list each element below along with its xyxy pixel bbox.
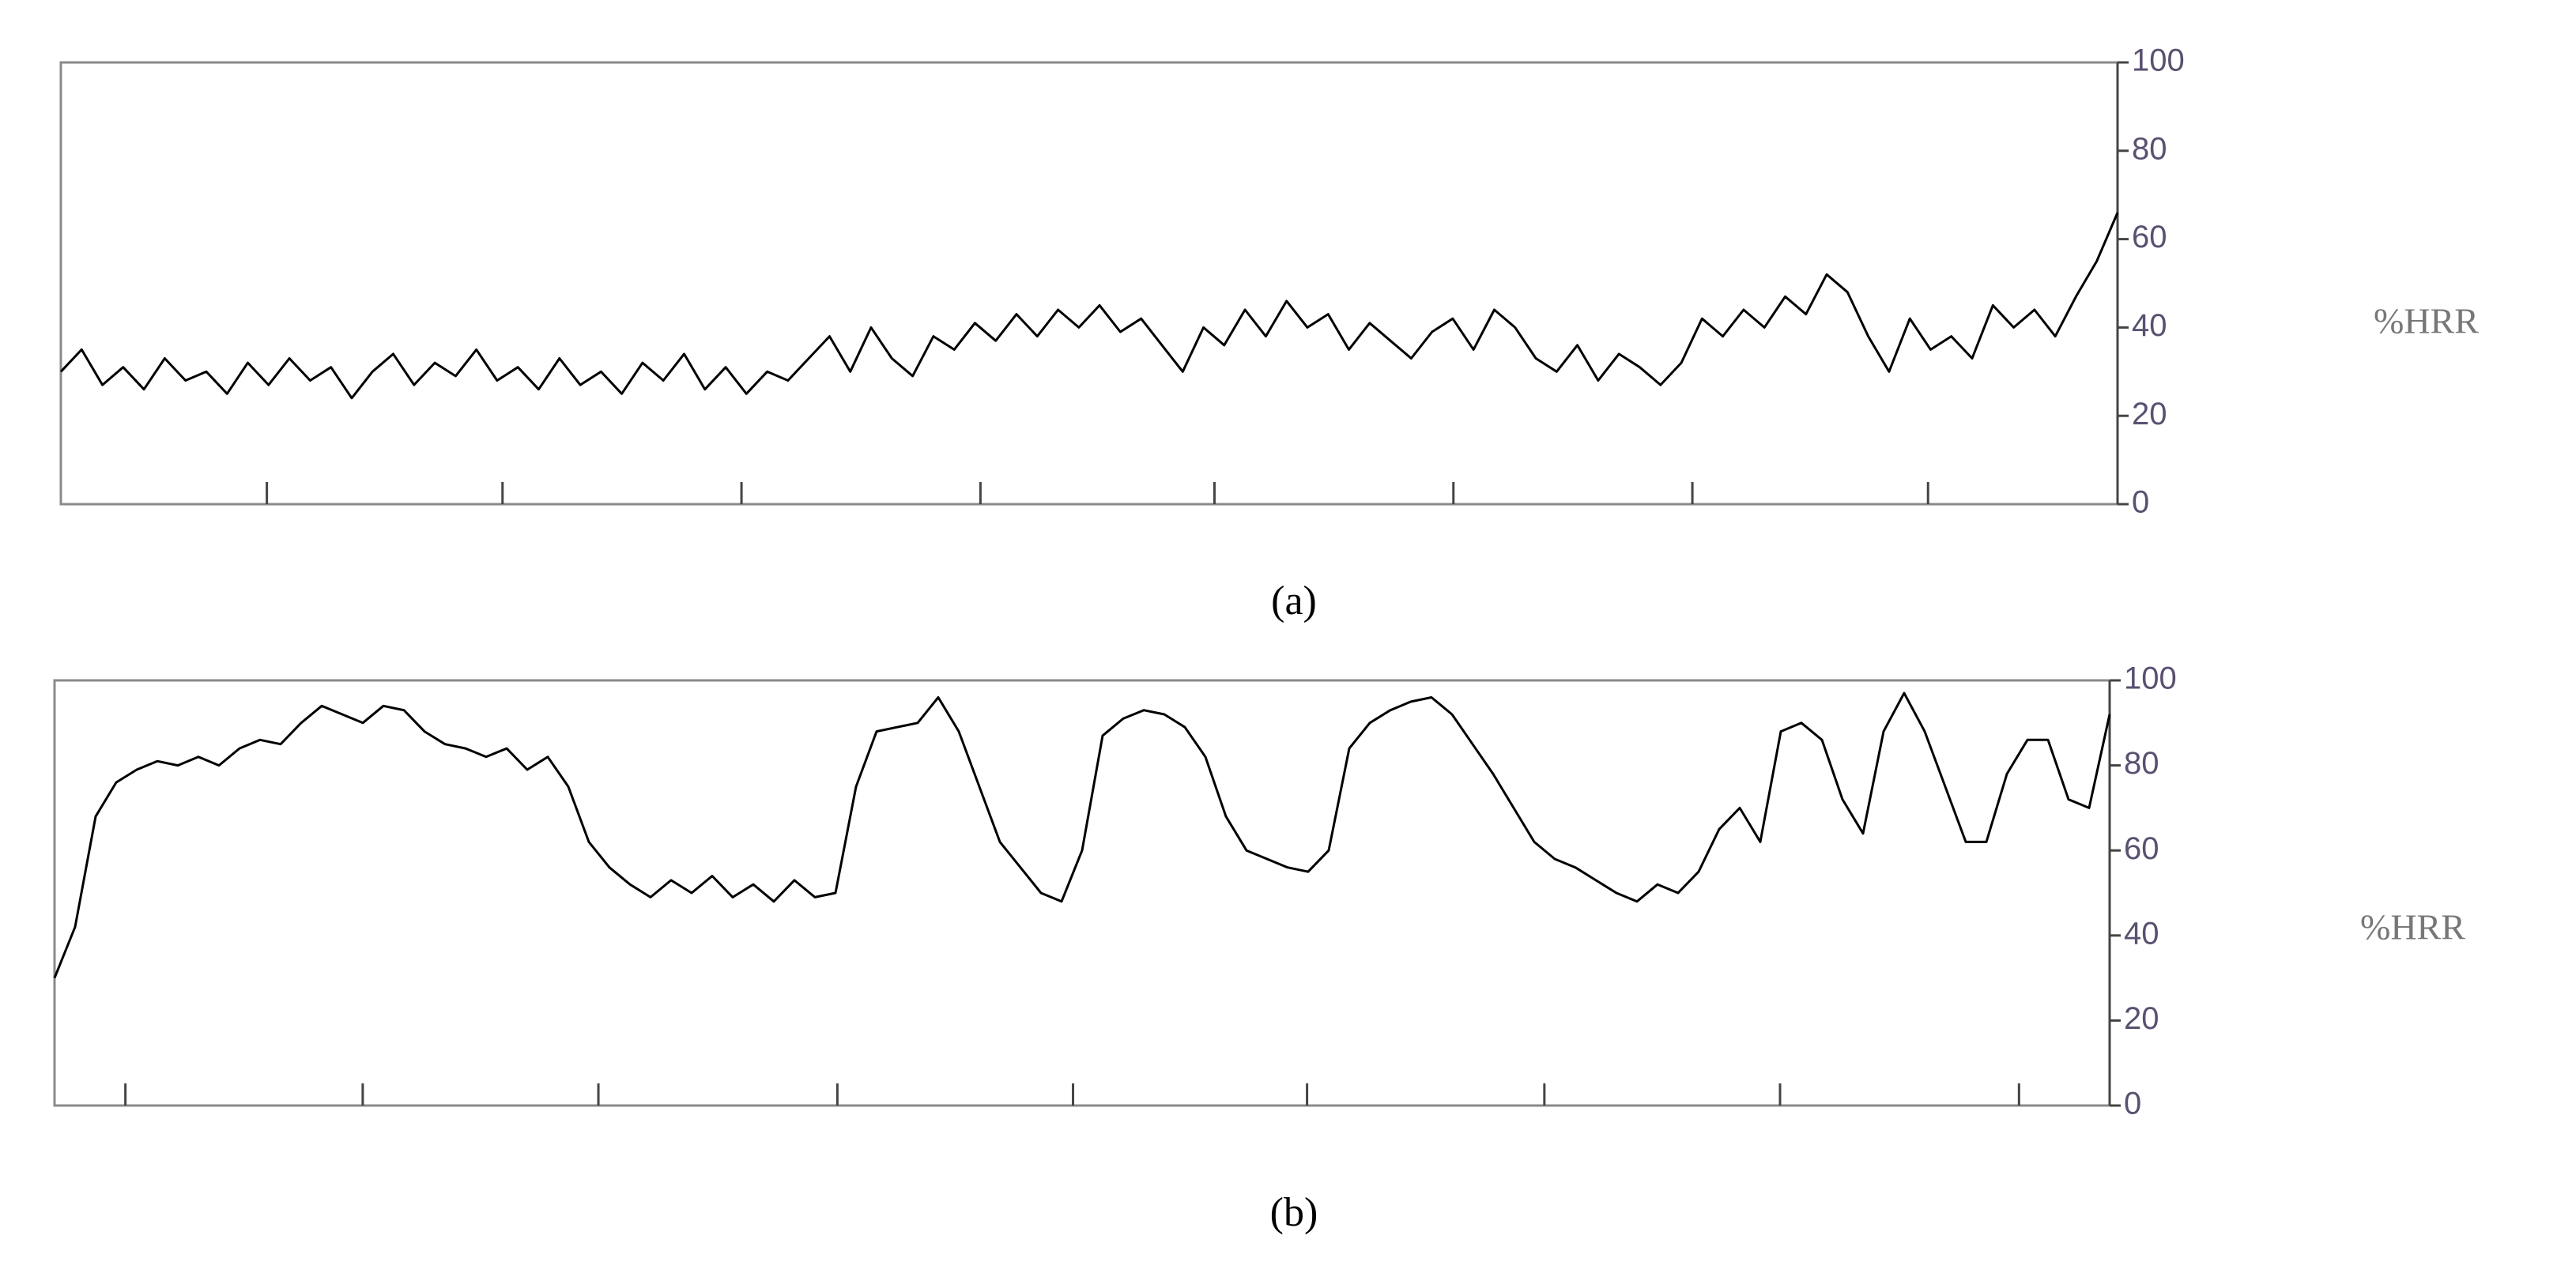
y-tick-label: 60 (2124, 831, 2159, 866)
y-tick-label: 100 (2124, 661, 2177, 696)
plot-frame (53, 679, 2111, 1107)
y-tick-label: 80 (2132, 131, 2167, 166)
y-tick-label: 40 (2132, 308, 2167, 343)
y-axis-label: %HRR (2360, 907, 2465, 947)
panel-label: (b) (1270, 1190, 1318, 1235)
plot-frame (59, 61, 2119, 506)
y-tick-label: 20 (2124, 1001, 2159, 1036)
panel-label: (a) (1271, 578, 1317, 623)
y-tick-label: 0 (2132, 485, 2149, 520)
y-tick-label: 20 (2132, 397, 2167, 431)
y-tick-label: 80 (2124, 746, 2159, 781)
data-line (59, 212, 2119, 400)
y-axis-label: %HRR (2374, 301, 2479, 341)
data-line (53, 691, 2111, 979)
y-tick-label: 100 (2132, 43, 2185, 78)
y-tick-label: 60 (2132, 220, 2167, 254)
y-tick-label: 0 (2124, 1087, 2141, 1121)
y-tick-label: 40 (2124, 916, 2159, 951)
